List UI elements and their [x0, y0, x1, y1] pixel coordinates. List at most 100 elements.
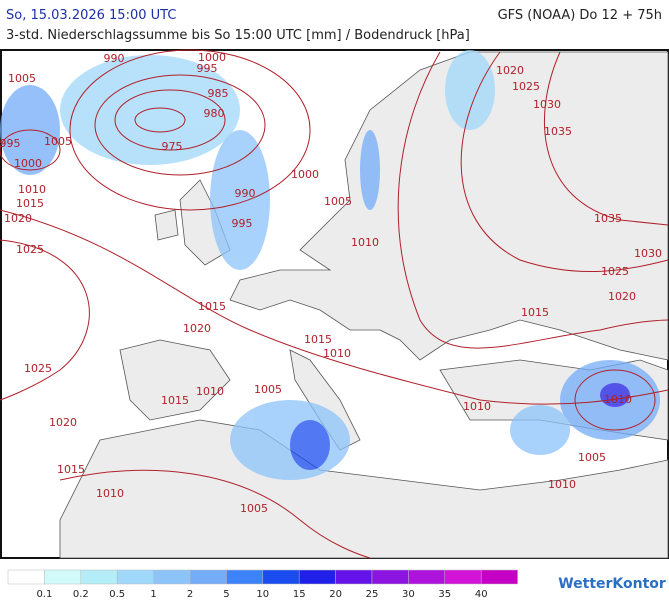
legend-swatch: [116, 569, 154, 585]
legend-swatch: [44, 569, 82, 585]
isobar-label: 1005: [8, 72, 36, 85]
isobar: [69, 49, 311, 211]
legend-swatch: [408, 569, 446, 585]
legend-label: 15: [293, 589, 306, 600]
isobar-label: 1000: [14, 157, 42, 170]
model-run: GFS (NOAA) Do 12 + 75h: [498, 8, 662, 23]
isobar: [59, 469, 371, 559]
isobar-label: 1010: [548, 478, 576, 491]
legend-label: 5: [223, 589, 229, 600]
precip-area: [600, 383, 630, 407]
isobar-label: 1005: [240, 502, 268, 515]
land-europe: [229, 51, 669, 361]
isobar-label: 1035: [594, 212, 622, 225]
isobar-label: 1015: [57, 463, 85, 476]
precip-area: [230, 400, 350, 480]
isobar: [544, 51, 669, 226]
isobar-label: 1025: [16, 243, 44, 256]
isobar-label: 1015: [198, 300, 226, 313]
legend-swatch: [80, 569, 118, 585]
legend-swatch: [371, 569, 409, 585]
legend-label: 2: [187, 589, 193, 600]
isobar-label: 1020: [49, 416, 77, 429]
isobar-lines: [0, 49, 669, 559]
isobar-label: 1025: [24, 362, 52, 375]
isobar-label: 1015: [304, 333, 332, 346]
legend-swatch: [298, 569, 336, 585]
isobar-label: 1015: [16, 197, 44, 210]
isobar: [114, 89, 226, 151]
subtitle: 3-std. Niederschlagssumme bis So 15:00 U…: [6, 28, 470, 43]
isobar-label: 1010: [351, 236, 379, 249]
isobar-label: 1015: [521, 306, 549, 319]
isobar-label: 1000: [198, 51, 226, 64]
isobar-label: 1010: [96, 487, 124, 500]
isobar-label: 1020: [496, 64, 524, 77]
land-iberia: [119, 339, 231, 421]
datetime: So, 15.03.2026 15:00 UTC: [6, 8, 176, 23]
legend-swatch: [480, 569, 518, 585]
isobar-label: 1010: [18, 183, 46, 196]
isobar-label: 1000: [291, 168, 319, 181]
isobar: [460, 51, 669, 272]
legend-label: 0.2: [73, 589, 89, 600]
isobar-label: 1010: [323, 347, 351, 360]
isobar-label: 975: [162, 140, 183, 153]
isobar-label: 1020: [183, 322, 211, 335]
legend-swatch: [444, 569, 482, 585]
land-ireland: [154, 209, 179, 241]
legend-swatch: [262, 569, 300, 585]
legend-swatch: [335, 569, 373, 585]
isobar: [134, 107, 186, 133]
legend-label: 0.5: [109, 589, 125, 600]
legend: 0.1 0.2 0.5 1 2 5 10 15 20 25 30 35 40: [7, 569, 518, 600]
precip-area: [445, 50, 495, 130]
legend-label: 20: [329, 589, 342, 600]
isobar-label: 1010: [463, 400, 491, 413]
isobar-label: 1025: [601, 265, 629, 278]
isobar-label: 990: [235, 187, 256, 200]
isobar-label: 1010: [604, 393, 632, 406]
isobar: [0, 239, 90, 401]
precipitation: [0, 50, 660, 480]
isobar-label: 1020: [4, 212, 32, 225]
precip-area: [60, 55, 240, 165]
isobar-label: 980: [204, 107, 225, 120]
legend-swatch: [153, 569, 191, 585]
isobar-label: 1030: [634, 247, 662, 260]
precip-area: [290, 420, 330, 470]
isobar-label: 985: [208, 87, 229, 100]
precip-area: [510, 405, 570, 455]
legend-label: 25: [366, 589, 379, 600]
isobar-label: 995: [197, 62, 218, 75]
isobar-label: 1015: [161, 394, 189, 407]
isobar-label: 990: [104, 52, 125, 65]
isobar-label: 1005: [44, 135, 72, 148]
legend-label: 40: [475, 589, 488, 600]
isobar-label: 1035: [544, 125, 572, 138]
isobar: [397, 51, 669, 349]
isobar-label: 995: [232, 217, 253, 230]
logo: WetterKontor: [558, 576, 666, 592]
isobar-label: 1025: [512, 80, 540, 93]
isobar-label: 1005: [324, 195, 352, 208]
legend-label: 30: [402, 589, 415, 600]
precip-area: [360, 130, 380, 210]
isobar-label: 1030: [533, 98, 561, 111]
legend-swatch: [7, 569, 45, 585]
isobar-label: 1005: [578, 451, 606, 464]
isobar: [0, 129, 61, 171]
precip-area: [210, 130, 270, 270]
isobar-label: 1010: [196, 385, 224, 398]
legend-swatch: [189, 569, 227, 585]
isobar-label: 1020: [608, 290, 636, 303]
legend-label: 1: [150, 589, 156, 600]
isobar-label: 995: [0, 137, 21, 150]
legend-label: 10: [256, 589, 269, 600]
legend-swatch: [226, 569, 264, 585]
isobar: [574, 369, 656, 431]
isobar: [94, 74, 266, 176]
